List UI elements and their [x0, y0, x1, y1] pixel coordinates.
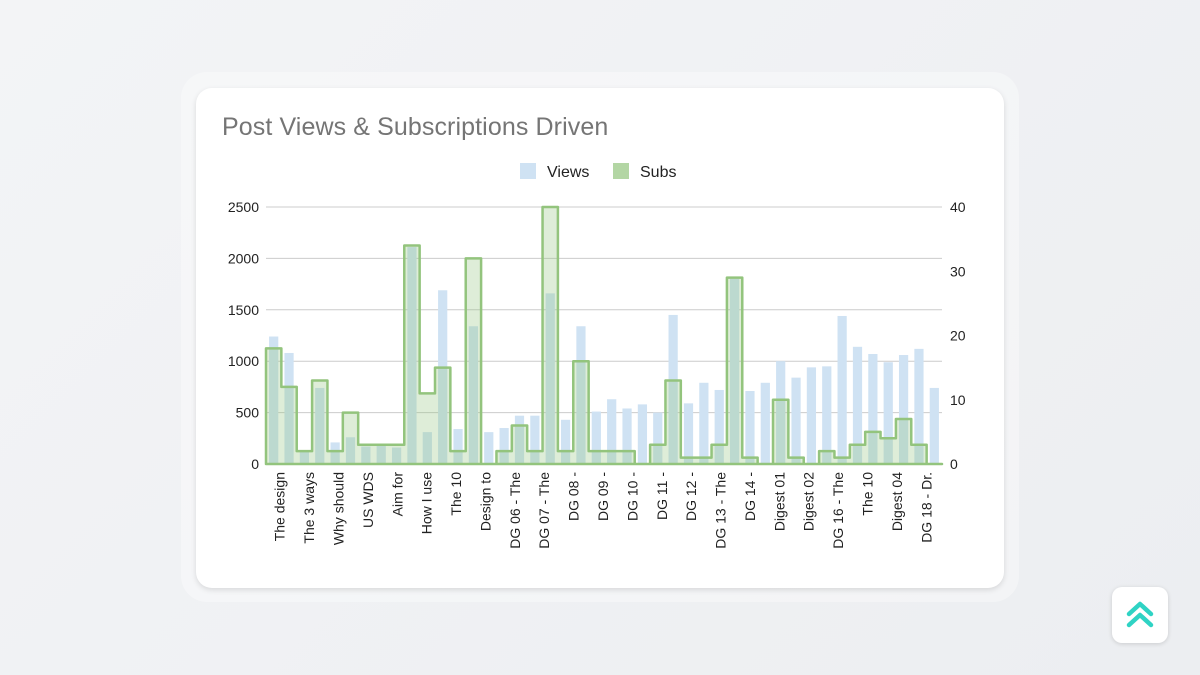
views-bar: [622, 408, 632, 464]
views-bar: [776, 361, 786, 464]
y-left-tick-label: 0: [251, 456, 259, 472]
scroll-to-top-button[interactable]: [1112, 587, 1168, 643]
x-tick-label: Aim for: [389, 472, 405, 517]
x-tick-label: DG 08 -: [566, 472, 582, 521]
views-bar: [668, 314, 678, 464]
x-tick-label: DG 14 -: [742, 472, 758, 521]
views-bar: [699, 382, 709, 464]
views-bar: [898, 355, 909, 464]
views-bars: [269, 247, 939, 464]
views-bar: [714, 389, 724, 464]
views-bar: [852, 346, 863, 464]
views-bar: [729, 278, 740, 464]
x-tick-label: Design to: [477, 472, 493, 531]
views-bar: [391, 447, 402, 464]
views-bar: [453, 429, 463, 464]
views-bar: [315, 387, 325, 464]
views-bar: [929, 387, 939, 464]
views-bar: [530, 415, 540, 464]
views-bar: [514, 415, 525, 464]
legend-label: Subs: [640, 164, 676, 181]
x-tick-label: Digest 01: [771, 472, 787, 531]
chart-card: [196, 88, 1004, 588]
views-bar: [422, 432, 432, 464]
views-bar: [468, 326, 479, 464]
legend: Views Subs: [520, 163, 676, 181]
views-bar: [345, 437, 356, 464]
x-tick-label: DG 13 - The: [713, 472, 729, 549]
y-right-tick-label: 20: [950, 328, 966, 344]
y-right-tick-label: 10: [950, 392, 966, 408]
legend-swatch: [613, 163, 629, 179]
views-bar: [914, 348, 924, 464]
views-bar: [545, 293, 555, 464]
x-tick-label: How I use: [419, 472, 435, 534]
views-bar: [791, 377, 801, 464]
views-bar: [438, 290, 448, 464]
views-bar: [560, 419, 571, 464]
y-right-tick-label: 30: [950, 263, 966, 279]
views-bar: [284, 352, 294, 464]
x-tick-label: DG 10 -: [624, 472, 640, 521]
y-right-tick-label: 40: [950, 199, 966, 215]
views-bar: [269, 336, 279, 464]
views-bar: [499, 428, 509, 464]
x-tick-label: Digest 02: [801, 472, 817, 531]
x-tick-label: US WDS: [360, 472, 376, 528]
views-bar: [407, 247, 417, 464]
views-bar: [653, 412, 663, 464]
views-bar: [330, 442, 340, 464]
views-bar: [299, 450, 310, 464]
y-left-tick-label: 500: [236, 405, 260, 421]
chart-title: Post Views & Subscriptions Driven: [222, 113, 609, 141]
y-left-tick-label: 1000: [228, 353, 259, 369]
views-bar: [637, 404, 648, 464]
y-left-tick-label: 2000: [228, 250, 259, 266]
views-bar: [576, 326, 586, 464]
x-tick-label: DG 09 -: [595, 472, 611, 521]
x-tick-label: DG 11 -: [654, 472, 670, 520]
views-bar: [883, 362, 893, 464]
legend-label: Views: [547, 164, 589, 181]
views-bar: [683, 403, 694, 464]
views-bar: [745, 391, 755, 464]
axes: 0 500 1000 1500 2000 2500 0 10 20 30 40 The design T…: [228, 199, 966, 549]
x-tick-label: The 10: [448, 472, 464, 516]
views-bar: [806, 367, 817, 464]
views-bar: [837, 315, 847, 464]
views-bar: [591, 411, 601, 464]
subs-stepped-area: [264, 205, 944, 466]
views-bar: [376, 445, 386, 464]
y-left-tick-label: 2500: [228, 199, 259, 215]
x-tick-label: DG 16 - The: [830, 472, 846, 549]
x-tick-label: Why should: [330, 472, 346, 545]
views-bar: [607, 399, 617, 464]
views-bar: [760, 382, 770, 464]
y-right-tick-label: 0: [950, 456, 958, 472]
x-tick-label: DG 06 - The: [507, 472, 523, 549]
views-bar: [868, 354, 878, 464]
x-tick-label: DG 12 -: [683, 472, 699, 521]
subs-area: [264, 205, 944, 466]
legend-swatch: [520, 163, 536, 179]
x-tick-label: Digest 04: [889, 472, 905, 531]
x-tick-label: DG 18 - Dr.: [918, 472, 934, 543]
views-bar: [361, 446, 371, 464]
x-tick-label: DG 07 - The: [536, 472, 552, 549]
y-left-tick-label: 1500: [228, 302, 259, 318]
views-bar: [822, 366, 832, 464]
x-tick-label: The 3 ways: [301, 472, 317, 544]
x-tick-label: The design: [272, 472, 288, 541]
views-bar: [484, 432, 494, 464]
double-chevron-up-icon: [1126, 601, 1154, 628]
x-tick-label: The 10: [860, 472, 876, 516]
